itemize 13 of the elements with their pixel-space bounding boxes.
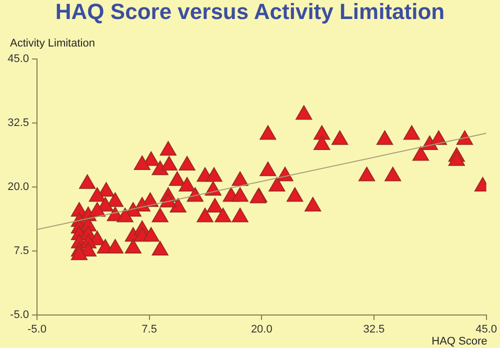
y-tick-label: 7.5 xyxy=(14,245,29,258)
chart-title: HAQ Score versus Activity Limitation xyxy=(55,0,445,24)
y-tick-label: -5.0 xyxy=(10,309,29,322)
x-tick-label: -5.0 xyxy=(28,324,46,336)
x-tick-label: 32.5 xyxy=(363,324,385,336)
x-tick-label: 20.0 xyxy=(250,324,272,336)
y-tick-label: 20.0 xyxy=(8,181,29,194)
x-tick-label: 7.5 xyxy=(142,324,157,336)
y-tick-label: 32.5 xyxy=(8,117,29,130)
x-axis-title: HAQ Score xyxy=(432,336,488,348)
x-tick-label: 45.0 xyxy=(476,324,498,336)
y-axis-title: Activity Limitation xyxy=(10,38,95,50)
y-tick-label: 45.0 xyxy=(8,53,29,66)
